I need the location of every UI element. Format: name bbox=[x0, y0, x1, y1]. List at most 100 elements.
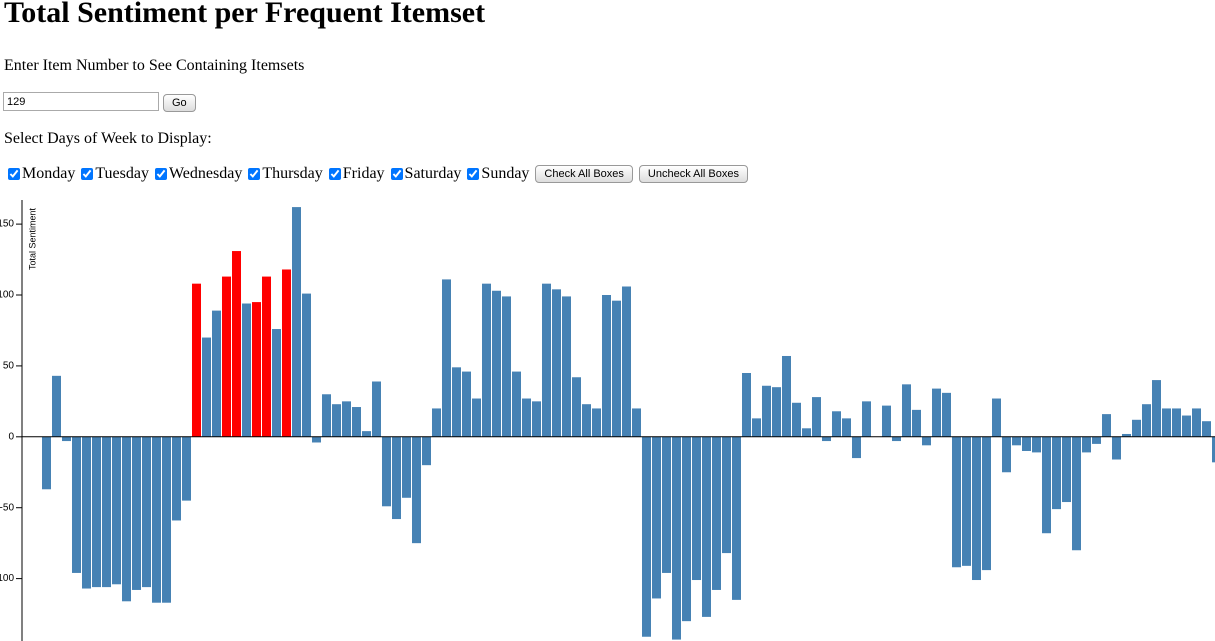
day-option[interactable]: Sunday bbox=[467, 165, 529, 183]
bar bbox=[112, 436, 121, 585]
bar bbox=[282, 269, 291, 437]
bar bbox=[1132, 419, 1141, 437]
y-tick-label: 150 bbox=[0, 219, 14, 230]
bar bbox=[182, 436, 191, 501]
day-checkbox[interactable] bbox=[390, 168, 403, 180]
bar bbox=[412, 436, 421, 544]
bar bbox=[892, 436, 901, 442]
bar bbox=[932, 388, 941, 437]
bar bbox=[672, 436, 681, 640]
bar bbox=[862, 401, 871, 437]
bar bbox=[922, 436, 931, 446]
bar bbox=[502, 296, 511, 437]
day-checkbox[interactable] bbox=[248, 168, 261, 180]
bar bbox=[82, 436, 91, 589]
bar bbox=[752, 418, 761, 437]
y-axis-title: Total Sentiment bbox=[27, 208, 37, 271]
bar bbox=[1192, 408, 1201, 437]
day-option[interactable]: Tuesday bbox=[81, 165, 149, 183]
bar bbox=[1062, 436, 1071, 503]
day-checkbox[interactable] bbox=[81, 168, 94, 180]
chart: -100 -50 0 50 100 150 Total Sentiment bbox=[0, 200, 1215, 641]
bar bbox=[62, 436, 71, 442]
y-tick-label: 0 bbox=[8, 431, 14, 442]
bar bbox=[72, 436, 81, 573]
bar bbox=[272, 329, 281, 437]
bar bbox=[212, 310, 221, 437]
bar bbox=[202, 337, 211, 437]
day-option[interactable]: Friday bbox=[328, 165, 385, 183]
bar bbox=[782, 355, 791, 437]
day-label: Wednesday bbox=[168, 165, 243, 182]
prompt: Enter Item Number to See Containing Item… bbox=[4, 57, 305, 74]
bar bbox=[302, 293, 311, 437]
bar bbox=[602, 295, 611, 437]
bar bbox=[122, 436, 131, 602]
day-option[interactable]: Saturday bbox=[390, 165, 461, 183]
bar bbox=[1102, 414, 1111, 437]
bar bbox=[352, 407, 361, 437]
bar bbox=[612, 300, 621, 437]
check-all-button[interactable]: Check All Boxes bbox=[535, 165, 633, 183]
bar bbox=[962, 436, 971, 566]
bar bbox=[1082, 436, 1091, 453]
uncheck-all-button[interactable]: Uncheck All Boxes bbox=[638, 165, 749, 183]
bar bbox=[1072, 436, 1081, 551]
bar bbox=[252, 302, 261, 437]
bar bbox=[392, 436, 401, 520]
bar bbox=[662, 436, 671, 573]
bar bbox=[792, 402, 801, 437]
day-checkbox[interactable] bbox=[154, 168, 167, 180]
bar bbox=[1122, 433, 1131, 437]
go-button[interactable]: Go bbox=[163, 94, 196, 112]
bar bbox=[1162, 408, 1171, 437]
bar bbox=[1042, 436, 1051, 534]
bar bbox=[1092, 436, 1101, 444]
bar bbox=[482, 283, 491, 437]
bar bbox=[542, 283, 551, 437]
bar bbox=[592, 408, 601, 437]
bar bbox=[142, 436, 151, 588]
day-controls: Monday Tuesday Wednesday Thursday Friday Satu… bbox=[8, 165, 754, 183]
bar bbox=[1202, 421, 1211, 437]
bar bbox=[472, 398, 481, 437]
bar bbox=[702, 436, 711, 617]
bar bbox=[192, 283, 201, 437]
bar bbox=[1172, 408, 1181, 437]
bar bbox=[322, 394, 331, 437]
day-option[interactable]: Wednesday bbox=[154, 165, 243, 183]
bar bbox=[242, 303, 251, 437]
bar bbox=[1212, 436, 1215, 463]
bar bbox=[832, 411, 841, 437]
bar bbox=[372, 381, 381, 437]
bar bbox=[292, 207, 301, 437]
bar bbox=[222, 276, 231, 437]
day-label: Sunday bbox=[481, 165, 530, 182]
bar bbox=[1142, 404, 1151, 437]
day-checkbox[interactable] bbox=[328, 168, 341, 180]
bar bbox=[762, 385, 771, 437]
bar bbox=[342, 401, 351, 437]
bar bbox=[652, 436, 661, 599]
day-option[interactable]: Thursday bbox=[248, 165, 323, 183]
y-tick-label: -50 bbox=[0, 502, 14, 513]
item-input[interactable] bbox=[3, 92, 159, 111]
bar bbox=[532, 401, 541, 437]
bar bbox=[102, 436, 111, 588]
bar bbox=[582, 404, 591, 437]
bar bbox=[992, 398, 1001, 437]
day-checkbox[interactable] bbox=[8, 168, 20, 180]
day-label: Thursday bbox=[262, 165, 323, 182]
bar bbox=[552, 289, 561, 437]
bar bbox=[432, 408, 441, 437]
bar bbox=[732, 436, 741, 600]
bar bbox=[312, 436, 321, 443]
bar bbox=[1152, 380, 1161, 437]
day-option[interactable]: Monday bbox=[8, 165, 75, 183]
bar bbox=[1112, 436, 1121, 460]
bar bbox=[842, 418, 851, 437]
bar bbox=[982, 436, 991, 571]
bar bbox=[1052, 436, 1061, 510]
day-checkbox[interactable] bbox=[467, 168, 480, 180]
